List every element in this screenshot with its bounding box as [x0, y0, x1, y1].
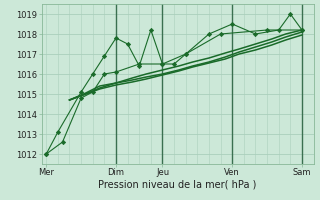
X-axis label: Pression niveau de la mer( hPa ): Pression niveau de la mer( hPa ) [99, 180, 257, 190]
